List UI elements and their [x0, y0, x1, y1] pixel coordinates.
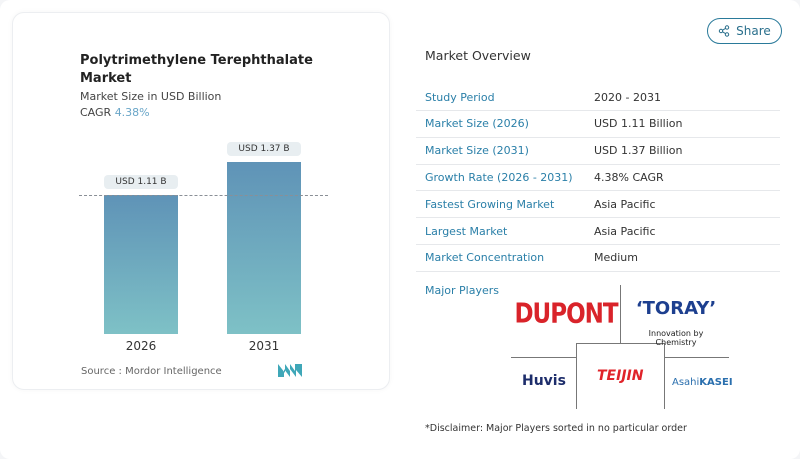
overview-row: Largest Market Asia Pacific [416, 218, 780, 245]
row-label: Market Size (2026) [425, 117, 529, 131]
chart-title: Polytrimethylene Terephthalate Market [80, 53, 313, 86]
reference-line [79, 195, 328, 196]
x-tick-label: 2026 [125, 339, 157, 353]
disclaimer: *Disclaimer: Major Players sorted in no … [425, 423, 687, 434]
row-label: Growth Rate (2026 - 2031) [425, 170, 573, 184]
row-label: Market Concentration [425, 251, 545, 265]
dupont-logo: DUPONT [514, 298, 618, 330]
source-text: Source : Mordor Intelligence [81, 366, 222, 377]
share-label: Share [736, 24, 771, 38]
divider [511, 357, 576, 358]
logo-box [576, 343, 665, 409]
row-label: Study Period [425, 90, 495, 104]
overview-row: Market Concentration Medium [416, 245, 780, 272]
asahi-kasei-logo: AsahiKASEI [672, 377, 733, 388]
overview-row: Growth Rate (2026 - 2031) 4.38% CAGR [416, 164, 780, 192]
overview-row: Study Period 2020 - 2031 [416, 84, 780, 111]
row-value: Asia Pacific [594, 224, 656, 238]
divider [620, 285, 621, 343]
overview-row: Fastest Growing Market Asia Pacific [416, 191, 780, 219]
toray-tagline: Innovation by Chemistry [648, 329, 704, 347]
teijin-logo: TEIJIN [597, 368, 644, 384]
row-value: Medium [594, 251, 638, 265]
data-label: USD 1.11 B [104, 174, 178, 189]
row-label: Largest Market [425, 224, 508, 238]
row-value: 2020 - 2031 [594, 90, 661, 104]
row-value: Asia Pacific [594, 197, 656, 211]
cagr-value: 4.38% [114, 106, 150, 119]
share-icon [718, 25, 730, 37]
cagr: CAGR 4.38% [80, 106, 150, 119]
bar-2031 [227, 162, 301, 334]
huvis-logo: Huvis [522, 373, 566, 389]
kasei-text: KASEI [699, 377, 733, 388]
mordor-logo-icon [278, 364, 302, 377]
overview-row: Market Size (2026) USD 1.11 Billion [416, 111, 780, 138]
row-label: Fastest Growing Market [425, 197, 555, 211]
major-players-title: Major Players [425, 284, 499, 297]
row-value: USD 1.11 Billion [594, 117, 683, 131]
row-label: Market Size (2031) [425, 144, 529, 158]
x-tick-label: 2031 [248, 339, 280, 353]
data-label: USD 1.37 B [227, 142, 301, 156]
overview-title: Market Overview [425, 48, 531, 63]
overview-row: Market Size (2031) USD 1.37 Billion [416, 138, 780, 165]
row-value: 4.38% CAGR [594, 170, 664, 184]
divider [664, 357, 729, 358]
chart-card [12, 12, 390, 390]
cagr-label: CAGR [80, 106, 112, 119]
row-value: USD 1.37 Billion [594, 144, 683, 158]
share-button[interactable]: Share [707, 18, 782, 44]
asahi-text: Asahi [672, 377, 700, 388]
bar-2026 [104, 194, 178, 334]
toray-logo: ‘TORAY’ [635, 298, 717, 319]
chart-subtitle: Market Size in USD Billion [80, 90, 222, 103]
